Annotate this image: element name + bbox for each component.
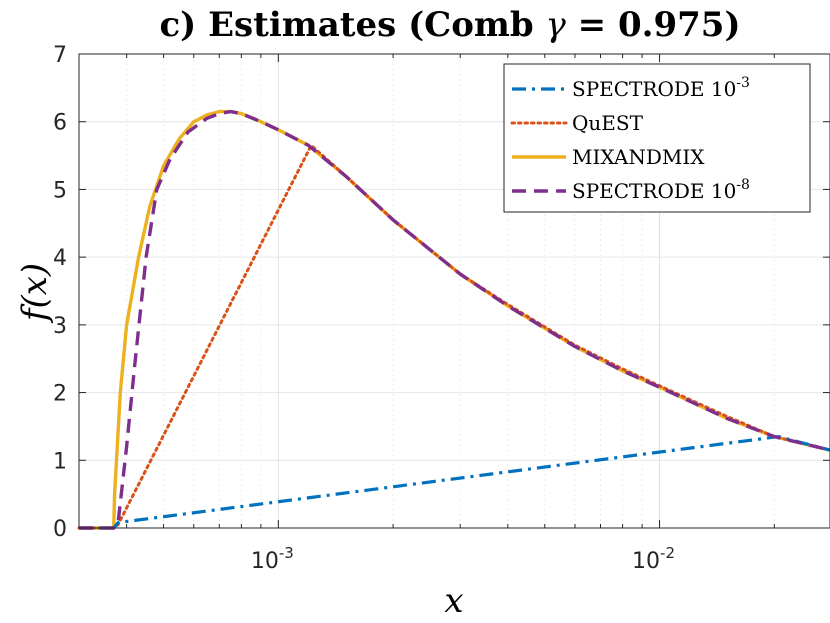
series-line-spectrode-10-8 bbox=[79, 109, 830, 530]
y-tick-label: 3 bbox=[53, 314, 67, 339]
series-line-spectrode-10-3 bbox=[79, 435, 830, 530]
y-axis-label: f(x) bbox=[15, 263, 55, 324]
x-axis-label: x bbox=[444, 581, 463, 621]
axis-ticks: 0 1 2 3 4 5 6 7 10-3 10-2 bbox=[53, 43, 830, 574]
legend: SPECTRODE 10-3 QuEST MIXANDMIX SPECTRODE 10… bbox=[503, 63, 811, 213]
x-tick-label: 10-2 bbox=[632, 544, 675, 574]
y-tick-label: 7 bbox=[53, 43, 67, 68]
grid bbox=[78, 53, 830, 529]
y-tick-label: 0 bbox=[53, 517, 67, 542]
y-tick-label: 1 bbox=[53, 449, 67, 474]
legend-label: QuEST bbox=[572, 111, 644, 135]
chart-title: c) Estimates (Comb γ = 0.975) bbox=[159, 5, 740, 45]
plot-lines bbox=[77, 109, 830, 530]
y-tick-label: 5 bbox=[53, 178, 67, 203]
legend-label: SPECTRODE 10-3 bbox=[572, 75, 750, 101]
y-tick-label: 6 bbox=[53, 111, 67, 136]
legend-label: SPECTRODE 10-8 bbox=[572, 177, 750, 203]
axes-box bbox=[78, 53, 830, 529]
legend-label: MIXANDMIX bbox=[572, 145, 705, 169]
y-tick-label: 2 bbox=[53, 382, 67, 407]
x-tick-label: 10-3 bbox=[251, 544, 294, 574]
y-tick-label: 4 bbox=[53, 246, 67, 271]
